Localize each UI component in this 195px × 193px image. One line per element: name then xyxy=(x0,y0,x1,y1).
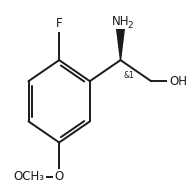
Text: 2: 2 xyxy=(127,21,133,30)
Text: OH: OH xyxy=(169,75,187,88)
Text: &1: &1 xyxy=(123,71,134,80)
Text: O: O xyxy=(55,170,64,184)
Text: OCH₃: OCH₃ xyxy=(13,170,44,184)
Polygon shape xyxy=(117,29,124,60)
Text: NH: NH xyxy=(112,15,129,28)
Text: F: F xyxy=(56,17,62,30)
